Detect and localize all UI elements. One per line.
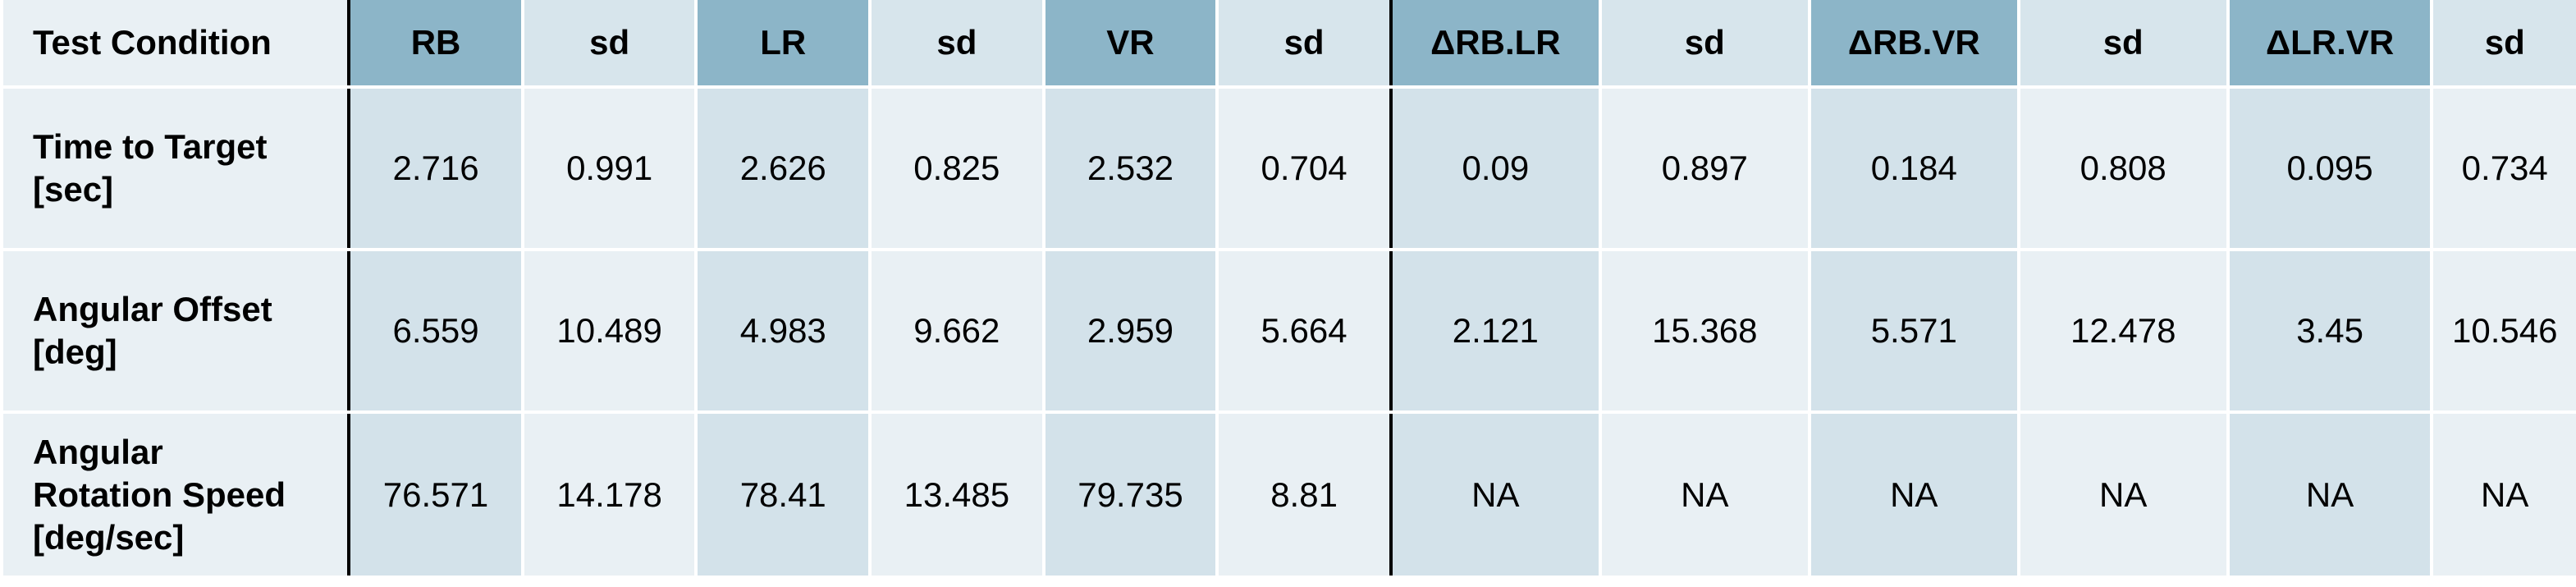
header-sd: sd [520,0,697,89]
table-cell: 2.716 [347,87,523,251]
table-cell: 0.704 [1215,87,1391,251]
table-cell: NA [2016,412,2228,579]
table-cell: 5.664 [1215,250,1391,414]
table-cell: NA [2226,412,2432,579]
table-cell: 79.735 [1041,412,1218,579]
table-cell: 2.121 [1389,250,1600,414]
table-row: Angular Offset [deg] 6.559 10.489 4.983 … [0,250,2576,414]
table-cell: NA [1389,412,1600,579]
header-lr: LR [694,0,871,89]
header-sd: sd [2016,0,2228,89]
row-label-line: Angular Offset [33,290,272,328]
table-cell: 0.184 [1807,87,2019,251]
table-cell: 2.532 [1041,87,1218,251]
table-cell: 2.626 [694,87,871,251]
table-row: Angular Rotation Speed [deg/sec] 76.571 … [0,412,2576,579]
table-cell: 12.478 [2016,250,2228,414]
table-cell: 4.983 [694,250,871,414]
table-cell: 0.095 [2226,87,2432,251]
header-delta-lr-vr: ΔLR.VR [2226,0,2432,89]
row-label: Angular Offset [deg] [0,250,350,414]
header-delta-rb-lr: ΔRB.LR [1389,0,1600,89]
header-sd: sd [1598,0,1810,89]
header-sd: sd [2430,0,2576,89]
table-cell: NA [2430,412,2576,579]
table-cell: 78.41 [694,412,871,579]
row-label-line: [deg] [33,332,117,371]
header-vr: VR [1041,0,1218,89]
row-label-line: [sec] [33,170,114,209]
table-cell: 5.571 [1807,250,2019,414]
table-cell: 8.81 [1215,412,1391,579]
table-cell: 15.368 [1598,250,1810,414]
table-cell: 0.897 [1598,87,1810,251]
table-cell: 6.559 [347,250,523,414]
header-rb: RB [347,0,523,89]
table-cell: 0.825 [868,87,1044,251]
row-label: Angular Rotation Speed [deg/sec] [0,412,350,579]
header-sd: sd [868,0,1044,89]
table-cell: 13.485 [868,412,1044,579]
row-label-line: Time to Target [33,127,268,166]
header-test-condition: Test Condition [0,0,350,89]
table-cell: 0.808 [2016,87,2228,251]
table-cell: 76.571 [347,412,523,579]
header-delta-rb-vr: ΔRB.VR [1807,0,2019,89]
table-cell: 3.45 [2226,250,2432,414]
table-cell: 14.178 [520,412,697,579]
table-row: Time to Target [sec] 2.716 0.991 2.626 0… [0,87,2576,251]
table-cell: 10.489 [520,250,697,414]
table-cell: 0.991 [520,87,697,251]
table-cell: NA [1598,412,1810,579]
row-label-line: [deg/sec] [33,517,185,557]
row-label-line: Rotation Speed [33,475,286,514]
header-row: Test Condition RB sd LR sd VR sd ΔRB.LR … [0,0,2576,89]
table-cell: 0.734 [2430,87,2576,251]
table-cell: 0.09 [1389,87,1600,251]
table-cell: 2.959 [1041,250,1218,414]
row-label: Time to Target [sec] [0,87,350,251]
row-label-line: Angular [33,432,163,471]
table-cell: NA [1807,412,2019,579]
header-sd: sd [1215,0,1391,89]
table-cell: 10.546 [2430,250,2576,414]
table-cell: 9.662 [868,250,1044,414]
